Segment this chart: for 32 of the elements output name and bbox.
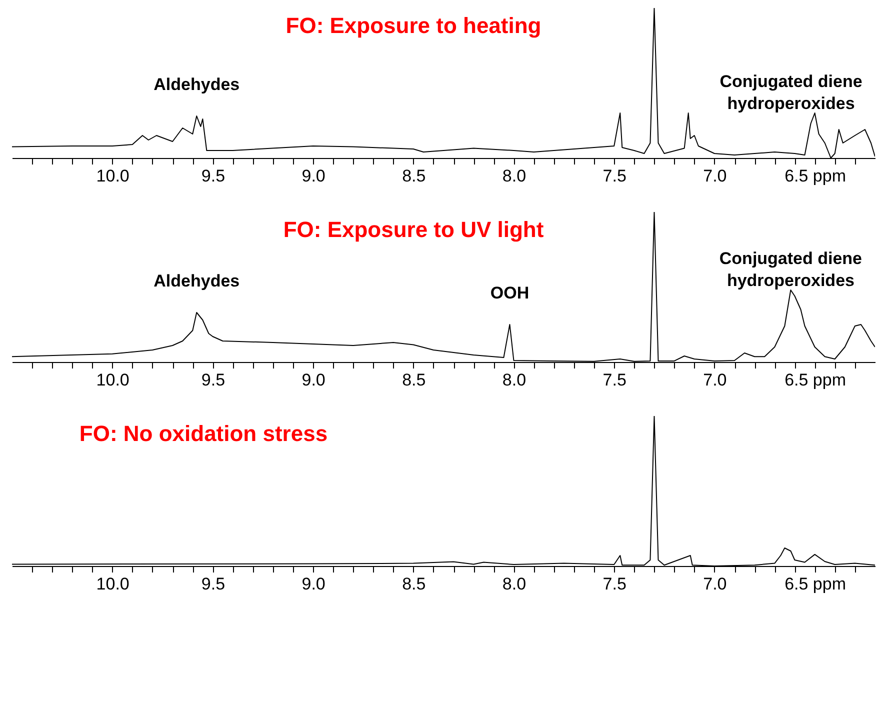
x-tick-label: 7.0 [703,370,727,390]
x-tick-label: 8.5 [402,370,426,390]
x-tick-label: 6.5 ppm [784,370,846,390]
x-tick-label: 8.5 [402,574,426,594]
annotation: OOH [490,284,530,302]
x-tick-label: 7.0 [703,166,727,186]
annotation: Conjugated diene hydroperoxides [719,249,862,290]
x-tick-label: 6.5 ppm [784,574,846,594]
x-tick-label: 8.0 [502,574,526,594]
x-tick-label: 7.5 [602,370,626,390]
x-tick-label: 8.0 [502,166,526,186]
chart-title: FO: No oxidation stress [79,421,328,446]
x-tick-label: 9.0 [302,166,326,186]
x-tick-label: 8.0 [502,370,526,390]
x-tick-label: 9.0 [302,370,326,390]
annotation: Aldehydes [154,272,240,290]
x-tick-label: 9.5 [201,574,226,594]
annotation: Aldehydes [154,75,240,94]
x-tick-label: 9.5 [201,166,226,186]
x-tick-label: 10.0 [96,370,130,390]
x-tick-label: 10.0 [96,574,130,594]
x-tick-label: 8.5 [402,166,426,186]
x-tick-label: 7.5 [602,574,626,594]
x-tick-label: 7.0 [703,574,727,594]
x-tick-label: 6.5 ppm [784,166,846,186]
chart-title: FO: Exposure to UV light [283,217,544,242]
x-tick-label: 9.5 [201,370,226,390]
x-tick-label: 10.0 [96,166,130,186]
chart-title: FO: Exposure to heating [286,13,542,38]
x-tick-label: 7.5 [602,166,626,186]
annotation: Conjugated diene hydroperoxides [720,72,862,113]
x-tick-label: 9.0 [302,574,326,594]
